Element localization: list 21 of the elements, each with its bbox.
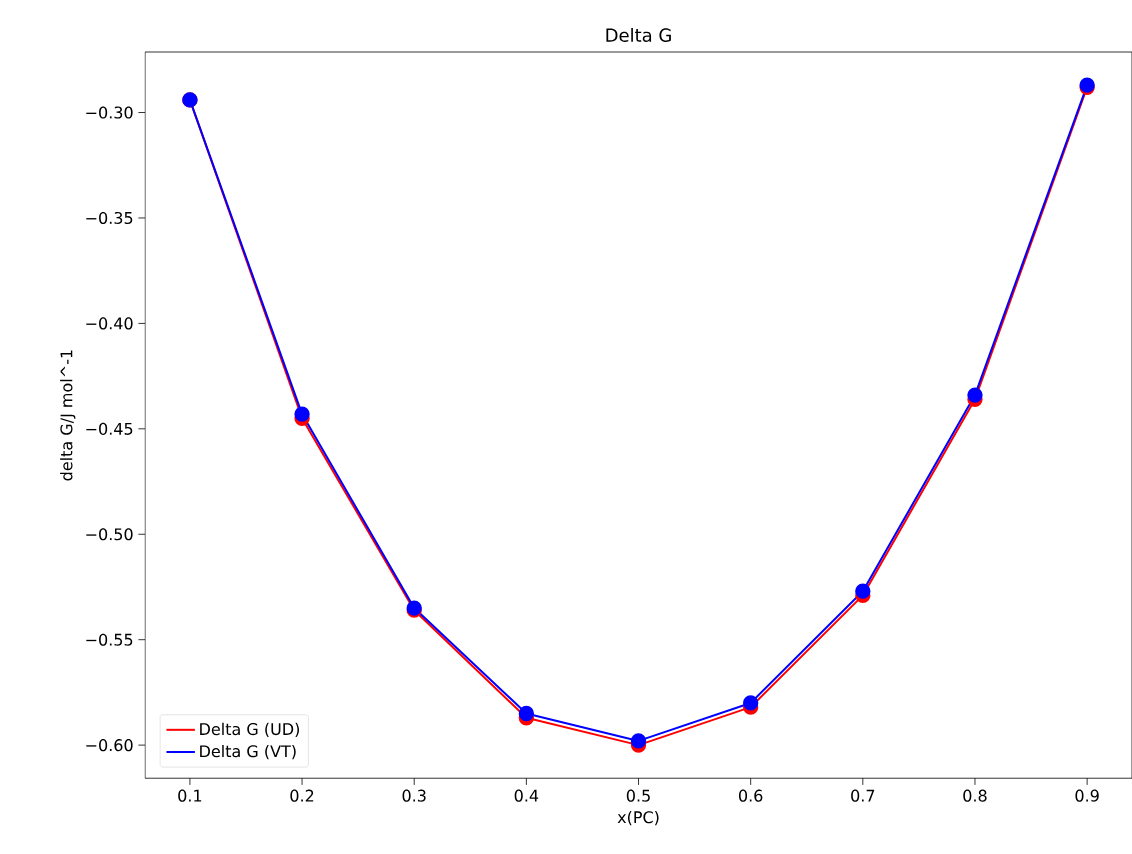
y-tick-label: −0.60 [86,738,133,752]
y-tick-label: −0.30 [86,106,133,119]
legend-label: Delta G (UD) [200,722,299,737]
x-tick-label: 0.3 [402,789,426,802]
x-tick-label: 0.6 [738,789,763,802]
x-tick-label: 0.2 [290,789,314,802]
x-tick-label: 0.8 [963,789,987,802]
x-tick-label: 0.7 [851,789,875,802]
x-tick-label: 0.4 [514,789,539,802]
y-axis-title: delta G/J mol^-1 [60,350,76,481]
y-tick-label: −0.40 [86,317,133,330]
y-tick-label: −0.45 [86,422,133,435]
y-tick-label: −0.55 [86,633,133,646]
chart-title: Delta G [606,27,671,42]
x-tick-label: 0.5 [626,789,650,802]
y-tick-label: −0.35 [86,211,133,224]
x-axis-title: x(PC) [617,810,659,825]
x-tick-label: 0.1 [178,789,202,802]
y-tick-label: −0.50 [86,528,133,541]
legend-label: Delta G (VT) [200,744,296,760]
x-tick-label: 0.9 [1075,789,1099,802]
